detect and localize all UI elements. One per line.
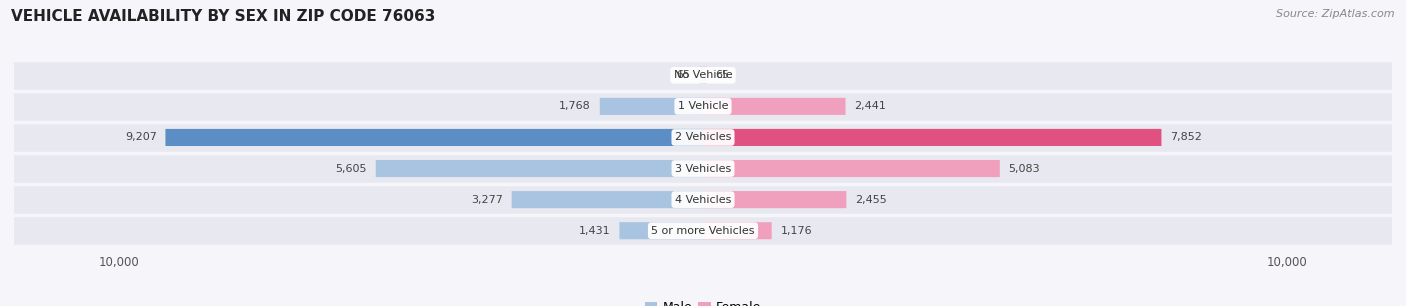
FancyBboxPatch shape xyxy=(512,191,703,208)
Text: 1 Vehicle: 1 Vehicle xyxy=(678,101,728,111)
FancyBboxPatch shape xyxy=(699,67,703,84)
Text: 1,176: 1,176 xyxy=(780,226,813,236)
Text: 65: 65 xyxy=(676,70,690,80)
Text: 2,441: 2,441 xyxy=(855,101,886,111)
FancyBboxPatch shape xyxy=(703,222,772,239)
Legend: Male, Female: Male, Female xyxy=(640,296,766,306)
Text: 4 Vehicles: 4 Vehicles xyxy=(675,195,731,205)
Text: 3,277: 3,277 xyxy=(471,195,503,205)
Text: 5 or more Vehicles: 5 or more Vehicles xyxy=(651,226,755,236)
Text: 65: 65 xyxy=(716,70,730,80)
FancyBboxPatch shape xyxy=(703,67,707,84)
Text: 5,083: 5,083 xyxy=(1008,163,1040,174)
FancyBboxPatch shape xyxy=(703,191,846,208)
FancyBboxPatch shape xyxy=(703,98,845,115)
Text: 1,768: 1,768 xyxy=(560,101,591,111)
FancyBboxPatch shape xyxy=(703,129,1161,146)
Text: 3 Vehicles: 3 Vehicles xyxy=(675,163,731,174)
FancyBboxPatch shape xyxy=(14,61,1392,90)
FancyBboxPatch shape xyxy=(375,160,703,177)
Text: 5,605: 5,605 xyxy=(336,163,367,174)
FancyBboxPatch shape xyxy=(14,216,1392,245)
FancyBboxPatch shape xyxy=(166,129,703,146)
FancyBboxPatch shape xyxy=(14,154,1392,183)
Text: 2 Vehicles: 2 Vehicles xyxy=(675,132,731,143)
Text: 7,852: 7,852 xyxy=(1170,132,1202,143)
FancyBboxPatch shape xyxy=(14,185,1392,214)
Text: 2,455: 2,455 xyxy=(855,195,887,205)
FancyBboxPatch shape xyxy=(14,92,1392,121)
FancyBboxPatch shape xyxy=(703,160,1000,177)
Text: No Vehicle: No Vehicle xyxy=(673,70,733,80)
Text: Source: ZipAtlas.com: Source: ZipAtlas.com xyxy=(1277,9,1395,19)
Text: VEHICLE AVAILABILITY BY SEX IN ZIP CODE 76063: VEHICLE AVAILABILITY BY SEX IN ZIP CODE … xyxy=(11,9,436,24)
Text: 1,431: 1,431 xyxy=(579,226,610,236)
FancyBboxPatch shape xyxy=(14,123,1392,152)
FancyBboxPatch shape xyxy=(600,98,703,115)
FancyBboxPatch shape xyxy=(620,222,703,239)
Text: 9,207: 9,207 xyxy=(125,132,156,143)
